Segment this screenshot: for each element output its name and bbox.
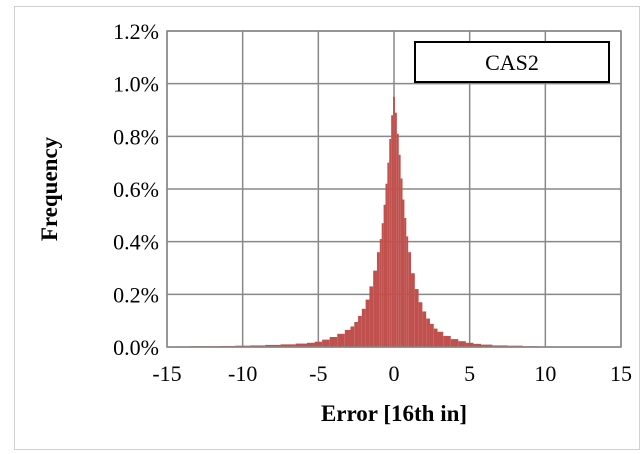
x-axis-title: Error [16th in] [321, 401, 467, 426]
legend-box: CAS2 [414, 41, 610, 83]
x-tick-label: -10 [228, 361, 257, 386]
y-axis-title: Frequency [37, 136, 62, 241]
histogram-bar [492, 345, 508, 347]
histogram-bar [250, 345, 266, 347]
histogram-bar [393, 96, 395, 347]
histogram-bar [398, 154, 401, 347]
histogram-bar [385, 183, 388, 347]
histogram-bar [414, 289, 419, 347]
histogram-bar [481, 344, 493, 347]
x-tick-label: 10 [534, 361, 556, 386]
histogram-bar [394, 112, 397, 347]
histogram-bar [369, 286, 374, 347]
histogram-bar [433, 328, 438, 347]
x-tick-label: 5 [464, 361, 475, 386]
histogram-bar [443, 335, 451, 347]
histogram-bar [379, 239, 382, 347]
x-tick-label: 15 [610, 361, 632, 386]
histogram-bar [426, 318, 430, 347]
histogram-bar [373, 270, 377, 347]
y-tick-label: 0.0% [113, 335, 159, 360]
histogram-bar [404, 217, 407, 347]
histogram-bar [365, 299, 370, 347]
histogram-bar [406, 236, 409, 347]
histogram-bar [411, 273, 415, 347]
y-tick-label: 0.8% [113, 124, 159, 149]
legend-label: CAS2 [485, 50, 539, 75]
y-tick-label: 0.2% [113, 282, 159, 307]
histogram-bar [400, 178, 403, 347]
y-tick-labels: 0.0% 0.2% 0.4% 0.6% 0.8% 1.0% 1.2% [113, 19, 159, 360]
histogram-bar [350, 326, 355, 347]
histogram-bar [280, 344, 296, 347]
histogram-bar [329, 336, 338, 347]
x-tick-label: -15 [152, 361, 181, 386]
histogram-bar [429, 323, 434, 347]
y-tick-label: 1.2% [113, 19, 159, 44]
y-tick-label: 0.4% [113, 230, 159, 255]
histogram-bar [450, 339, 459, 347]
histogram-bar [306, 342, 315, 347]
histogram-bar [402, 199, 405, 347]
histogram-bar [422, 311, 427, 347]
x-tick-label: 0 [389, 361, 400, 386]
histogram-bar [458, 341, 466, 347]
histogram-bar [354, 321, 359, 347]
histogram-bar [437, 331, 444, 347]
histogram-bar [376, 252, 380, 347]
histogram-bar [473, 343, 482, 347]
legend-rect [414, 41, 610, 83]
histogram-chart: 0.0% 0.2% 0.4% 0.6% 0.8% 1.0% 1.2% -15 -10 -5 0 5 1… [37, 19, 632, 426]
histogram-bar [391, 115, 394, 348]
histogram-bar [358, 315, 362, 347]
histogram-bar [381, 223, 384, 347]
histogram-bar [465, 342, 474, 347]
histogram-bar [314, 341, 323, 347]
y-tick-label: 0.6% [113, 177, 159, 202]
histogram-bar [418, 302, 423, 347]
histogram-bar [344, 329, 351, 347]
histogram-bar [337, 333, 345, 347]
histogram-bar [361, 308, 366, 347]
x-tick-labels: -15 -10 -5 0 5 10 15 [152, 361, 632, 386]
histogram-bar [387, 162, 390, 347]
histogram-bars [174, 96, 553, 348]
histogram-bar [396, 133, 399, 347]
chart-frame: 0.0% 0.2% 0.4% 0.6% 0.8% 1.0% 1.2% -15 -10 -5 0 5 1… [14, 6, 640, 450]
histogram-bar [265, 344, 281, 347]
histogram-bar [295, 343, 307, 347]
plot-area-border [166, 30, 622, 348]
histogram-bar [322, 339, 330, 347]
histogram-bar [408, 252, 412, 347]
x-tick-label: -5 [309, 361, 327, 386]
histogram-bar [383, 204, 386, 347]
y-tick-label: 1.0% [113, 72, 159, 97]
histogram-bar [389, 138, 392, 347]
